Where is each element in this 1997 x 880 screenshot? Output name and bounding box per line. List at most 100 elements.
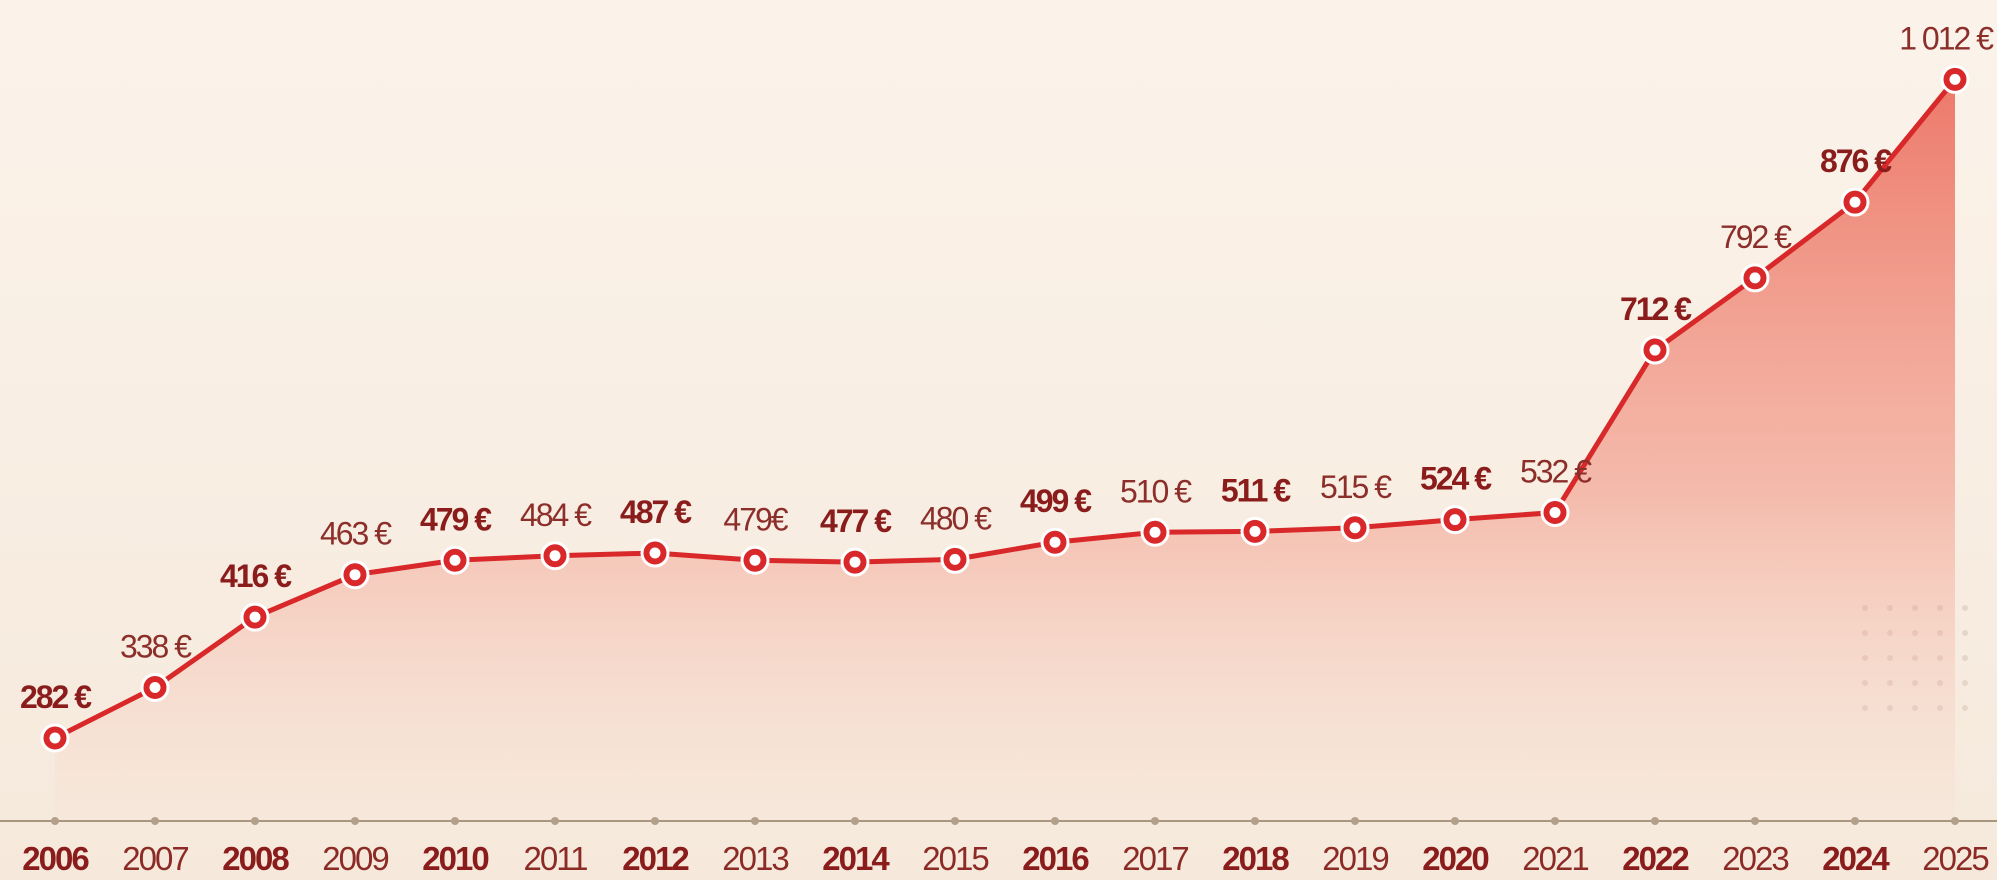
point xyxy=(640,538,670,568)
x-tick-label: 2021 xyxy=(1522,840,1588,877)
axis-dot xyxy=(1551,817,1559,825)
point xyxy=(1640,335,1670,365)
axis-dot xyxy=(751,817,759,825)
axis-dot xyxy=(1151,817,1159,825)
x-tick-label: 2010 xyxy=(422,840,488,877)
x-tick-label: 2024 xyxy=(1822,840,1890,877)
point-inner xyxy=(1249,525,1261,537)
x-tick-label: 2025 xyxy=(1922,840,1988,877)
axis-dot xyxy=(1451,817,1459,825)
value-label: 792 € xyxy=(1720,219,1792,255)
axis-dot xyxy=(151,817,159,825)
axis-dot xyxy=(1951,817,1959,825)
x-tick-label: 2012 xyxy=(622,840,689,877)
point xyxy=(1740,263,1770,293)
point-inner xyxy=(1849,196,1861,208)
point xyxy=(1440,505,1470,535)
point-inner xyxy=(1349,522,1361,534)
axis-dot xyxy=(451,817,459,825)
x-tick-label: 2018 xyxy=(1222,840,1289,877)
point xyxy=(340,560,370,590)
point xyxy=(240,602,270,632)
axis-dot xyxy=(251,817,259,825)
point-inner xyxy=(1049,536,1061,548)
x-tick-label: 2007 xyxy=(122,840,188,877)
area xyxy=(55,79,1955,821)
point-inner xyxy=(249,611,261,623)
point xyxy=(940,544,970,574)
value-label: 524 € xyxy=(1420,461,1492,497)
axis-dot xyxy=(351,817,359,825)
value-label: 282 € xyxy=(20,679,92,715)
axis-dot xyxy=(1251,817,1259,825)
x-tick-label: 2022 xyxy=(1622,840,1689,877)
value-label: 1 012 € xyxy=(1899,20,1994,56)
x-tick-label: 2020 xyxy=(1422,840,1488,877)
axis-dot xyxy=(551,817,559,825)
value-label: 416 € xyxy=(220,558,292,594)
point-inner xyxy=(149,681,161,693)
x-tick-label: 2023 xyxy=(1722,840,1788,877)
point xyxy=(1540,497,1570,527)
value-label: 510 € xyxy=(1120,473,1192,509)
point-inner xyxy=(1949,73,1961,85)
point xyxy=(140,672,170,702)
line xyxy=(53,77,1957,741)
point xyxy=(1340,513,1370,543)
value-label: 338 € xyxy=(120,628,192,664)
x-tick-label: 2013 xyxy=(722,840,788,877)
point xyxy=(1040,527,1070,557)
x-tick-label: 2006 xyxy=(22,840,89,877)
value-label: 463 € xyxy=(320,516,392,552)
point xyxy=(740,545,770,575)
point xyxy=(440,545,470,575)
point-inner xyxy=(1449,514,1461,526)
point-inner xyxy=(749,554,761,566)
x-tick-label: 2015 xyxy=(922,840,988,877)
point-inner xyxy=(849,556,861,568)
axis-dot xyxy=(51,817,59,825)
value-label: 876 € xyxy=(1820,143,1892,179)
point xyxy=(1840,187,1870,217)
axis-dot xyxy=(651,817,659,825)
point-inner xyxy=(1649,344,1661,356)
value-label: 479€ xyxy=(723,501,788,537)
value-label: 515 € xyxy=(1320,469,1392,505)
point-inner xyxy=(549,550,561,562)
x-tick-label: 2014 xyxy=(822,840,890,877)
value-label: 477 € xyxy=(820,503,892,539)
axis-dot xyxy=(951,817,959,825)
point xyxy=(1140,517,1170,547)
axis-dot xyxy=(1751,817,1759,825)
point xyxy=(840,547,870,577)
axis-dot xyxy=(851,817,859,825)
point-inner xyxy=(949,553,961,565)
value-label: 499 € xyxy=(1020,483,1092,519)
point-inner xyxy=(49,732,61,744)
x-tick-label: 2017 xyxy=(1122,840,1188,877)
axis-dot xyxy=(1051,817,1059,825)
value-label: 511 € xyxy=(1221,472,1292,508)
value-label: 712 € xyxy=(1620,291,1692,327)
axis-dot xyxy=(1851,817,1859,825)
value-label: 479 € xyxy=(420,501,492,537)
point-inner xyxy=(449,554,461,566)
point xyxy=(1240,516,1270,546)
point-inner xyxy=(1149,526,1161,538)
point-inner xyxy=(1549,506,1561,518)
point xyxy=(40,723,70,753)
axis-dot xyxy=(1351,817,1359,825)
x-tick-label: 2016 xyxy=(1022,840,1089,877)
point xyxy=(1940,64,1970,94)
point xyxy=(540,541,570,571)
point-inner xyxy=(349,569,361,581)
axis-dot xyxy=(1651,817,1659,825)
x-tick-label: 2011 xyxy=(524,840,588,877)
point-inner xyxy=(649,547,661,559)
value-label: 480 € xyxy=(920,500,992,536)
value-label: 484 € xyxy=(520,497,592,533)
value-label: 487 € xyxy=(620,494,692,530)
point-inner xyxy=(1749,272,1761,284)
value-label: 532 € xyxy=(1520,453,1592,489)
